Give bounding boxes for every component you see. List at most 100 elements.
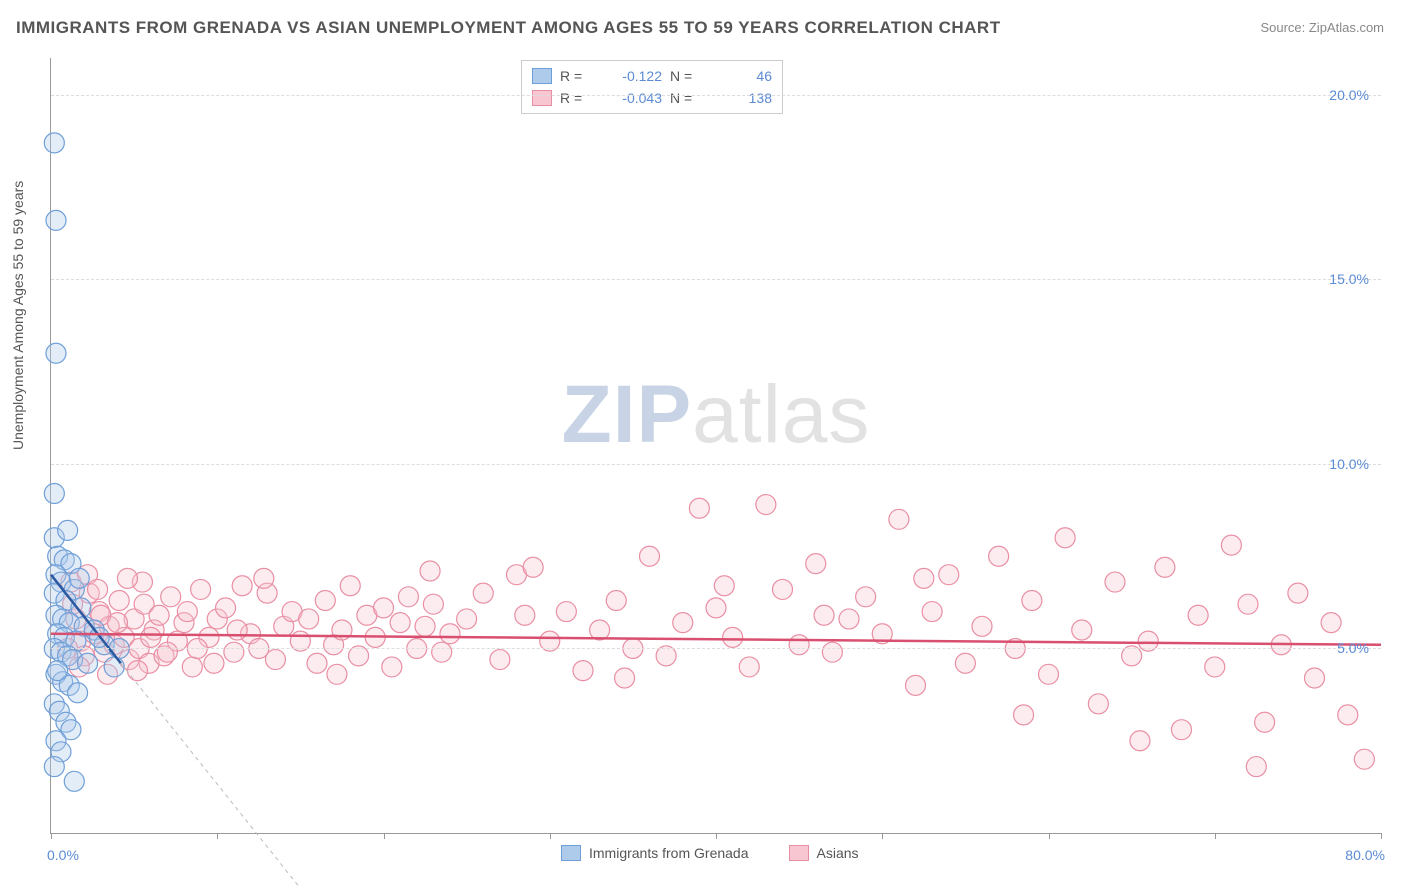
scatter-point [773,579,793,599]
scatter-point [382,657,402,677]
scatter-point [814,605,834,625]
scatter-point [109,591,129,611]
scatter-point [440,624,460,644]
scatter-point [69,568,89,588]
scatter-point [141,627,161,647]
scatter-point [856,587,876,607]
scatter-point [48,661,68,681]
scatter-point [1072,620,1092,640]
scatter-point [88,579,108,599]
y-tick-label: 15.0% [1329,271,1369,287]
scatter-point [556,602,576,622]
scatter-point [1354,749,1374,769]
scatter-point [1288,583,1308,603]
y-tick-label: 5.0% [1337,640,1369,656]
scatter-point [723,627,743,647]
y-axis-label: Unemployment Among Ages 55 to 59 years [10,181,26,450]
scatter-point [1255,712,1275,732]
source-attribution: Source: ZipAtlas.com [1260,20,1384,35]
scatter-point [1238,594,1258,614]
scatter-point [955,653,975,673]
scatter-point [374,598,394,618]
scatter-point [806,554,826,574]
legend-series: Immigrants from Grenada Asians [561,845,859,861]
scatter-point [1039,664,1059,684]
y-tick-label: 10.0% [1329,456,1369,472]
scatter-point [922,602,942,622]
scatter-point [689,498,709,518]
scatter-point [315,591,335,611]
scatter-point [390,613,410,633]
scatter-point [989,546,1009,566]
x-tick-mark [1215,833,1216,839]
chart-title: IMMIGRANTS FROM GRENADA VS ASIAN UNEMPLO… [16,18,1001,38]
scatter-point [739,657,759,677]
scatter-point [224,642,244,662]
scatter-point [1155,557,1175,577]
scatter-point [1088,694,1108,714]
legend-label: Asians [817,845,859,861]
scatter-point [46,343,66,363]
scatter-point [972,616,992,636]
scatter-point [423,594,443,614]
scatter-point [1221,535,1241,555]
scatter-point [457,609,477,629]
scatter-point [254,568,274,588]
scatter-point [515,605,535,625]
y-tick-label: 20.0% [1329,87,1369,103]
scatter-point [398,587,418,607]
x-tick-mark [1049,833,1050,839]
x-tick-mark [882,833,883,839]
scatter-point [473,583,493,603]
scatter-point [157,642,177,662]
scatter-point [1321,613,1341,633]
x-tick-min: 0.0% [47,847,79,863]
scatter-point [906,675,926,695]
legend-swatch-blue [561,845,581,861]
scatter-point [1246,757,1266,777]
scatter-point [1130,731,1150,751]
scatter-point [58,520,78,540]
scatter-point [117,568,137,588]
grid-line [51,464,1381,465]
legend-item: Immigrants from Grenada [561,845,749,861]
scatter-point [673,613,693,633]
scatter-point [606,591,626,611]
x-tick-mark [384,833,385,839]
scatter-point [104,657,124,677]
scatter-point [46,210,66,230]
scatter-point [939,565,959,585]
scatter-point [204,653,224,673]
grid-line [51,95,1381,96]
scatter-point [432,642,452,662]
scatter-point [232,576,252,596]
grid-line [51,648,1381,649]
x-tick-mark [716,833,717,839]
scatter-point [1014,705,1034,725]
legend-swatch-pink [789,845,809,861]
scatter-point [44,757,64,777]
x-tick-mark [550,833,551,839]
scatter-point [161,587,181,607]
scatter-point [64,771,84,791]
scatter-point [822,642,842,662]
scatter-point [573,661,593,681]
scatter-point [149,605,169,625]
scatter-point [756,495,776,515]
scatter-point [839,609,859,629]
scatter-point [108,613,128,633]
scatter-point [1188,605,1208,625]
legend-label: Immigrants from Grenada [589,845,749,861]
x-tick-max: 80.0% [1345,847,1385,863]
chart-svg [51,58,1381,833]
x-tick-mark [217,833,218,839]
scatter-point [889,509,909,529]
scatter-point [127,661,147,681]
scatter-point [1172,720,1192,740]
scatter-point [640,546,660,566]
scatter-point [307,653,327,673]
scatter-point [191,579,211,599]
scatter-point [1338,705,1358,725]
scatter-point [1305,668,1325,688]
scatter-point [265,650,285,670]
